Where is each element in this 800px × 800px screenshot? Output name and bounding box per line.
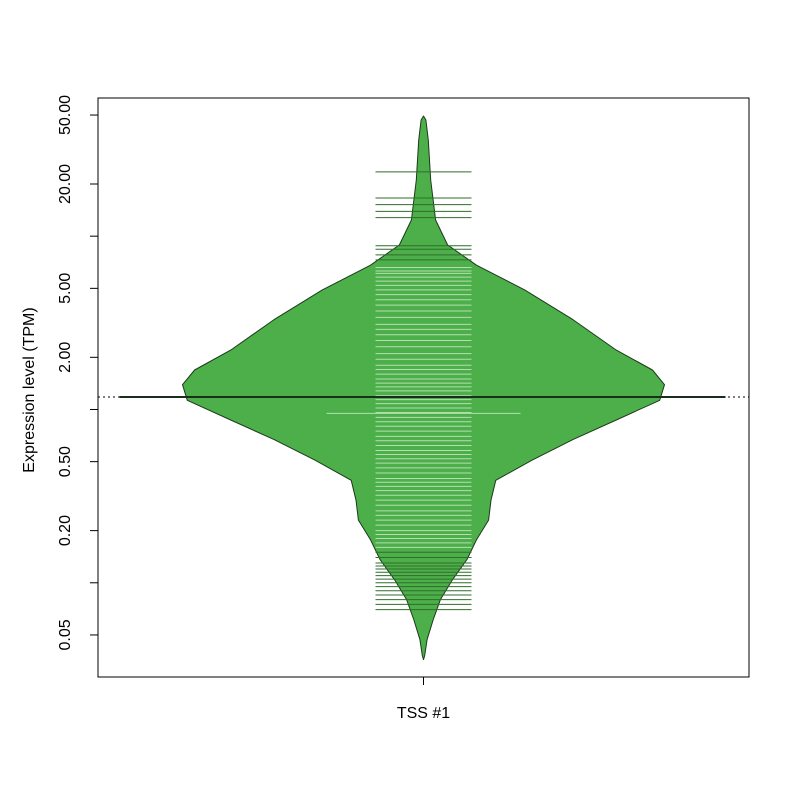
y-tick-label: 20.00 [57, 164, 74, 204]
y-tick-label: 0.50 [57, 446, 74, 477]
y-axis-label: Expression level (TPM) [21, 307, 38, 472]
y-tick-label: 2.00 [57, 342, 74, 373]
y-tick-label: 5.00 [57, 273, 74, 304]
y-tick-label: 50.00 [57, 95, 74, 135]
x-tick-label: TSS #1 [397, 705, 450, 722]
bean [182, 115, 665, 661]
y-tick-label: 0.05 [57, 619, 74, 650]
y-tick-label: 0.20 [57, 515, 74, 546]
